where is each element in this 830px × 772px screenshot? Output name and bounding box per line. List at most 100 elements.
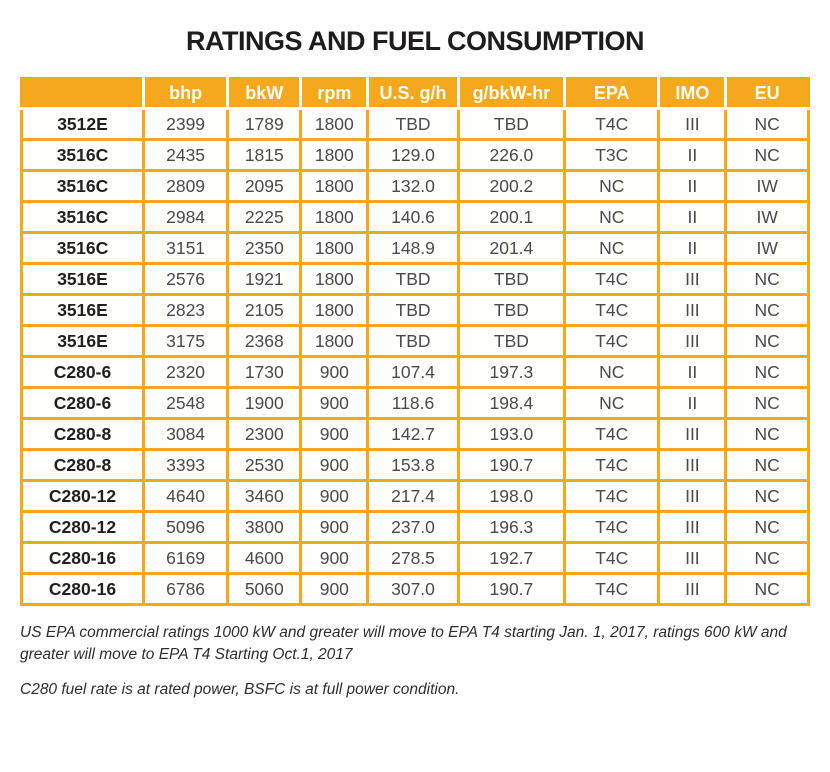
data-cell: NC [724,324,810,358]
data-cell: 900 [299,386,370,420]
data-cell: NC [562,200,661,234]
data-cell: IW [724,231,810,265]
data-cell: 3393 [141,448,230,482]
data-cell: TBD [456,293,567,327]
data-cell: 1900 [226,386,303,420]
data-cell: 900 [299,417,370,451]
data-cell: 3800 [226,510,303,544]
data-cell: 2548 [141,386,230,420]
data-cell: 2809 [141,169,230,203]
data-cell: NC [562,386,661,420]
table-row: 3516C 2809 2095 1800 132.0 200.2 NC II IW [20,169,810,203]
data-cell: II [657,386,728,420]
data-cell: 190.7 [456,448,567,482]
model-cell: 3516C [20,231,145,265]
model-cell: C280-16 [20,572,145,606]
data-cell: 1800 [299,138,370,172]
table-row: 3516E 2823 2105 1800 TBD TBD T4C III NC [20,293,810,327]
data-cell: NC [562,169,661,203]
data-cell: 107.4 [366,355,460,389]
data-cell: IW [724,200,810,234]
table-row: 3516E 3175 2368 1800 TBD TBD T4C III NC [20,324,810,358]
data-cell: 129.0 [366,138,460,172]
data-cell: 200.2 [456,169,567,203]
data-cell: 2095 [226,169,303,203]
header-cell-imo: IMO [657,78,726,110]
table-row: C280-16 6169 4600 900 278.5 192.7 T4C III NC [20,541,810,575]
data-cell: T4C [562,572,661,606]
data-cell: NC [724,386,810,420]
data-cell: TBD [456,107,567,141]
data-cell: 190.7 [456,572,567,606]
data-cell: 2105 [226,293,303,327]
data-cell: 197.3 [456,355,567,389]
data-cell: 900 [299,541,370,575]
data-cell: III [657,541,728,575]
model-cell: C280-16 [20,541,145,575]
data-cell: NC [724,417,810,451]
data-cell: 900 [299,510,370,544]
data-cell: 4600 [226,541,303,575]
data-cell: 2823 [141,293,230,327]
data-cell: 1800 [299,262,370,296]
data-cell: III [657,448,728,482]
data-cell: 278.5 [366,541,460,575]
model-cell: 3516C [20,169,145,203]
data-cell: NC [724,355,810,389]
data-cell: NC [562,355,661,389]
data-cell: TBD [366,262,460,296]
data-cell: 900 [299,479,370,513]
data-cell: 118.6 [366,386,460,420]
data-cell: IW [724,169,810,203]
header-cell-g-bkw-hr: g/bkW-hr [456,78,565,110]
data-cell: 200.1 [456,200,567,234]
data-cell: T4C [562,541,661,575]
data-cell: 1800 [299,293,370,327]
data-cell: NC [724,479,810,513]
data-cell: TBD [366,324,460,358]
data-cell: III [657,107,728,141]
data-cell: 201.4 [456,231,567,265]
model-cell: 3516E [20,262,145,296]
data-cell: III [657,572,728,606]
header-cell-rpm: rpm [299,78,368,110]
table-row: 3516C 2984 2225 1800 140.6 200.1 NC II IW [20,200,810,234]
data-cell: 2300 [226,417,303,451]
table-row: 3516C 2435 1815 1800 129.0 226.0 T3C II NC [20,138,810,172]
data-cell: 1800 [299,324,370,358]
header-cell-epa: EPA [562,78,659,110]
header-cell-bhp: bhp [141,78,228,110]
data-cell: TBD [366,107,460,141]
data-cell: 1800 [299,200,370,234]
data-cell: III [657,324,728,358]
data-cell: NC [724,510,810,544]
data-cell: 2435 [141,138,230,172]
data-cell: 5096 [141,510,230,544]
data-cell: 900 [299,572,370,606]
data-cell: 1800 [299,231,370,265]
data-cell: T4C [562,479,661,513]
data-cell: NC [724,572,810,606]
data-cell: 4640 [141,479,230,513]
data-cell: 2984 [141,200,230,234]
data-cell: NC [724,541,810,575]
data-cell: III [657,510,728,544]
data-cell: T4C [562,262,661,296]
data-cell: 900 [299,355,370,389]
table-row: 3516E 2576 1921 1800 TBD TBD T4C III NC [20,262,810,296]
data-cell: 2576 [141,262,230,296]
footnote-c280-fuel-rate: C280 fuel rate is at rated power, BSFC i… [20,680,460,698]
model-cell: 3512E [20,107,145,141]
footnotes: US EPA commercial ratings 1000 kW and gr… [20,622,804,701]
table-row: C280-6 2320 1730 900 107.4 197.3 NC II NC [20,355,810,389]
model-cell: C280-8 [20,448,145,482]
model-cell: C280-12 [20,510,145,544]
header-cell-model [21,78,144,110]
data-cell: 217.4 [366,479,460,513]
data-cell: 193.0 [456,417,567,451]
data-cell: 1815 [226,138,303,172]
ratings-table: bhp bkW rpm U.S. g/h g/bkW-hr EPA IMO EU 3512E 2… [20,77,810,606]
header-cell-bkw: bkW [226,78,301,110]
data-cell: 5060 [226,572,303,606]
data-cell: T3C [562,138,661,172]
